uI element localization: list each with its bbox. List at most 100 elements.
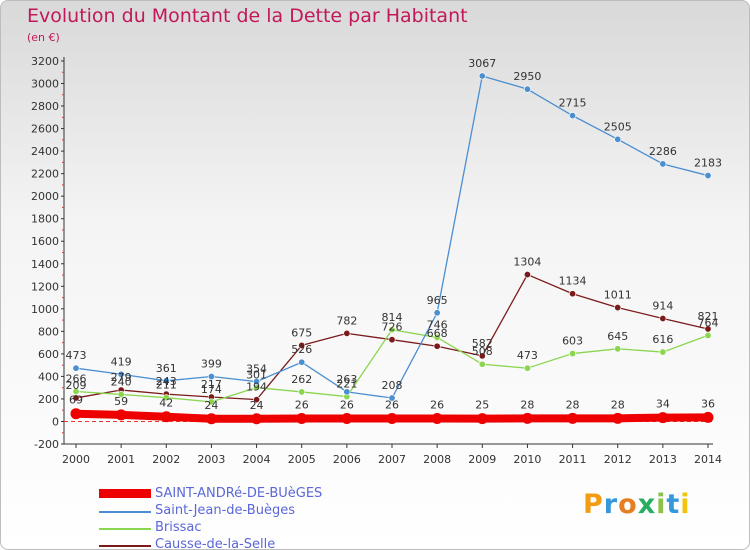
legend-swatch bbox=[99, 545, 151, 547]
data-point bbox=[298, 388, 306, 396]
data-label: 24 bbox=[204, 399, 218, 412]
data-point bbox=[117, 390, 125, 398]
data-point bbox=[614, 345, 622, 353]
data-point bbox=[704, 331, 712, 339]
data-point bbox=[478, 72, 486, 80]
data-point bbox=[205, 413, 217, 425]
data-label: 354 bbox=[246, 363, 267, 376]
data-label: 69 bbox=[69, 394, 83, 407]
data-label: 965 bbox=[427, 294, 448, 307]
chart-title: Evolution du Montant de la Dette par Hab… bbox=[27, 5, 468, 27]
legend-swatch bbox=[99, 489, 151, 498]
data-label: 2950 bbox=[513, 70, 541, 83]
legend-label: SAINT-ANDRé-DE-BUèGES bbox=[155, 486, 323, 501]
data-label: 2183 bbox=[694, 157, 722, 170]
data-point bbox=[343, 388, 351, 396]
data-label: 217 bbox=[201, 378, 222, 391]
data-point bbox=[162, 394, 170, 402]
data-label: 26 bbox=[385, 399, 399, 412]
data-point bbox=[72, 364, 80, 372]
data-point bbox=[612, 412, 624, 424]
data-label: 266 bbox=[66, 373, 87, 386]
data-label: 194 bbox=[246, 381, 267, 394]
data-point bbox=[702, 411, 714, 423]
data-point bbox=[523, 364, 531, 372]
y-tick-label: 2000 bbox=[31, 190, 59, 203]
data-label: 473 bbox=[517, 349, 538, 362]
y-tick-label: 600 bbox=[38, 348, 59, 361]
data-label: 24 bbox=[250, 399, 264, 412]
data-label: 675 bbox=[291, 326, 312, 339]
data-point bbox=[476, 413, 488, 425]
logo-letter: P bbox=[583, 489, 604, 520]
data-label: 508 bbox=[472, 345, 493, 358]
data-point bbox=[569, 290, 577, 298]
data-point bbox=[657, 412, 669, 424]
x-tick-label: 2000 bbox=[62, 453, 90, 466]
x-tick-label: 2014 bbox=[694, 453, 722, 466]
data-label: 42 bbox=[159, 397, 173, 410]
data-point bbox=[523, 271, 531, 279]
data-label: 3067 bbox=[468, 57, 496, 70]
data-point bbox=[433, 342, 441, 350]
data-point bbox=[569, 350, 577, 358]
data-point bbox=[659, 160, 667, 168]
y-tick-label: 2400 bbox=[31, 145, 59, 158]
data-label: 262 bbox=[291, 373, 312, 386]
data-label: 399 bbox=[201, 358, 222, 371]
legend-swatch bbox=[99, 528, 151, 530]
data-label: 36 bbox=[701, 397, 715, 410]
y-tick-label: 1400 bbox=[31, 258, 59, 271]
data-label: 821 bbox=[698, 310, 719, 323]
data-point bbox=[478, 360, 486, 368]
y-tick-label: 200 bbox=[38, 393, 59, 406]
data-label: 668 bbox=[427, 327, 448, 340]
y-tick-label: 3200 bbox=[31, 55, 59, 68]
x-tick-label: 2002 bbox=[152, 453, 180, 466]
data-label: 473 bbox=[66, 349, 87, 362]
data-label: 2715 bbox=[559, 97, 587, 110]
data-label: 208 bbox=[382, 379, 403, 392]
data-label: 603 bbox=[562, 335, 583, 348]
data-label: 221 bbox=[336, 378, 357, 391]
data-label: 1304 bbox=[513, 256, 541, 269]
y-tick-label: 800 bbox=[38, 325, 59, 338]
data-point bbox=[478, 352, 486, 360]
data-label: 279 bbox=[111, 371, 132, 384]
y-tick-label: 2800 bbox=[31, 100, 59, 113]
y-tick-label: 3000 bbox=[31, 78, 59, 91]
data-label: 28 bbox=[611, 398, 625, 411]
data-label: 26 bbox=[295, 399, 309, 412]
x-tick-label: 2004 bbox=[243, 453, 271, 466]
data-point bbox=[298, 358, 306, 366]
data-label: 26 bbox=[340, 399, 354, 412]
y-tick-label: 1000 bbox=[31, 303, 59, 316]
data-point bbox=[162, 377, 170, 385]
data-label: 764 bbox=[698, 316, 719, 329]
data-label: 34 bbox=[656, 398, 670, 411]
data-label: 2286 bbox=[649, 145, 677, 158]
data-label: 1011 bbox=[604, 289, 632, 302]
data-point bbox=[388, 336, 396, 344]
data-point bbox=[298, 341, 306, 349]
data-point bbox=[160, 411, 172, 423]
data-label: 26 bbox=[430, 399, 444, 412]
data-point bbox=[253, 396, 261, 404]
legend-label: Causse-de-la-Selle bbox=[155, 537, 276, 550]
data-point bbox=[296, 413, 308, 425]
x-tick-label: 2007 bbox=[378, 453, 406, 466]
logo-letter: t bbox=[666, 489, 681, 520]
data-point bbox=[72, 388, 80, 396]
x-tick-label: 2012 bbox=[604, 453, 632, 466]
data-label: 174 bbox=[201, 383, 222, 396]
y-tick-label: 2200 bbox=[31, 168, 59, 181]
data-point bbox=[431, 413, 443, 425]
data-label: 616 bbox=[652, 333, 673, 346]
data-label: 645 bbox=[607, 330, 628, 343]
data-point bbox=[614, 304, 622, 312]
data-point bbox=[433, 309, 441, 317]
legend-swatch bbox=[99, 511, 151, 513]
data-label: 301 bbox=[246, 369, 267, 382]
data-point bbox=[207, 373, 215, 381]
